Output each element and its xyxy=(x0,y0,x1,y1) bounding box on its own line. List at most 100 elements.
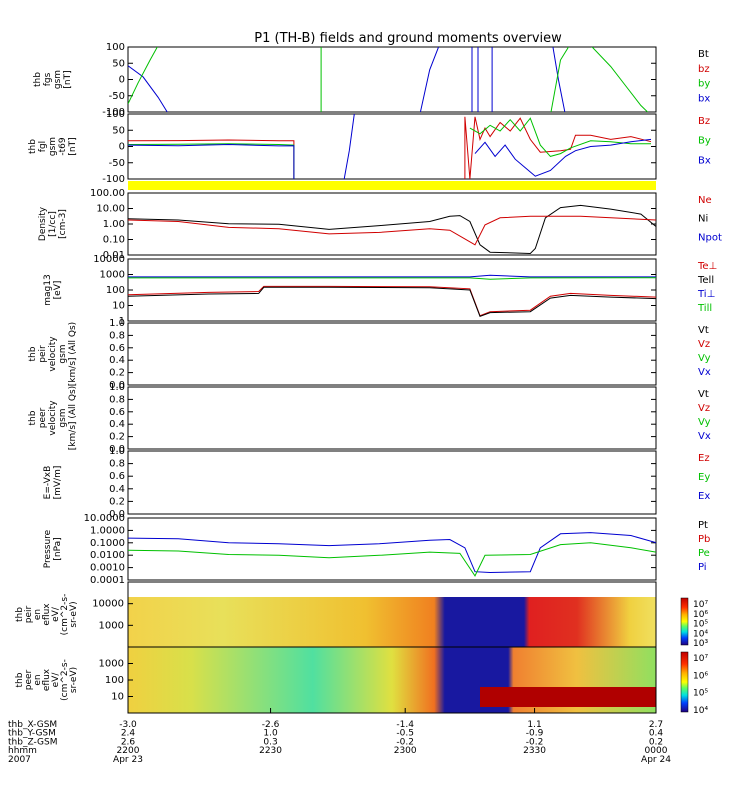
legend-entry: Pb xyxy=(698,534,710,545)
y-axis-label: thb xyxy=(28,410,38,425)
y-tick-label: 0 xyxy=(119,75,125,86)
y-tick-label: 0.0 xyxy=(109,444,125,455)
legend-entry: Ez xyxy=(698,453,710,464)
colorbar-label: 10⁶ xyxy=(693,610,708,620)
y-axis-label: eV/ xyxy=(51,672,61,688)
series-Pe xyxy=(128,542,656,577)
series-Tell xyxy=(128,286,656,317)
series-bx xyxy=(552,47,566,112)
y-tick-label: 0.01 xyxy=(103,250,125,261)
colorbar-label: 10⁵ xyxy=(693,620,708,630)
x-tick-label: 2330 xyxy=(523,746,546,756)
y-tick-label: 0.6 xyxy=(109,471,125,482)
colorbar xyxy=(680,597,689,646)
y-axis-label: thb xyxy=(15,672,25,687)
panel-frame xyxy=(127,517,657,581)
y-axis-label: peir xyxy=(38,345,48,363)
x-tick-label: 2.7 xyxy=(649,720,663,730)
colorbar-label: 10⁴ xyxy=(693,629,708,639)
legend-entry: Vz xyxy=(698,403,710,414)
y-tick-label: 50 xyxy=(112,58,125,69)
legend-entry: Ti⊥ xyxy=(697,289,715,300)
x-tick-label: -0.9 xyxy=(526,729,544,739)
y-tick-label: 100 xyxy=(106,109,125,120)
y-tick-label: 1 xyxy=(119,316,125,327)
series-Bx xyxy=(128,143,295,179)
series-bx xyxy=(128,65,168,112)
panel-fgl: 100 50 0 -50 -100 thb fgl gsm -t69 [nT] Bz By Bx xyxy=(28,109,711,185)
y-axis-label: E=-VxB xyxy=(43,466,53,500)
y-axis-label: [km/s] (All Qs) xyxy=(68,386,78,450)
panel-peir_spec: 10000 1000 thb peir en eflux eV/(cm^2-s-sr-eV) xyxy=(15,581,657,648)
panel-frame xyxy=(127,113,657,180)
y-axis-label: eflux xyxy=(42,668,52,691)
y-tick-label: 10.0000 xyxy=(84,513,125,524)
series-Ne xyxy=(128,215,656,246)
y-axis-label: (cm^2-s- xyxy=(60,594,70,636)
legend-entry: Bt xyxy=(698,49,709,60)
legend-entry: Te⊥ xyxy=(697,261,717,272)
y-tick-label: 1.0 xyxy=(109,318,125,329)
y-axis-label: Density xyxy=(38,206,48,241)
y-tick-label: 0.0100 xyxy=(90,550,125,561)
series-Pi xyxy=(128,532,656,574)
panel-mag: 10000 1000 100 10 1 mag13 [eV] Te⊥ Tell Ti⊥ Till xyxy=(43,254,717,327)
y-axis-label: Pressure xyxy=(43,529,53,568)
series-Bz xyxy=(464,116,652,179)
panel-fgs: 100 50 0 -50 -100 thb fgs gsm [nT] Bt bz by bx xyxy=(33,42,710,118)
legend-entry: By xyxy=(698,136,711,147)
y-tick-label: 10.00 xyxy=(96,204,125,215)
x-tick-label: 2.4 xyxy=(121,729,136,739)
y-tick-label: 0.0001 xyxy=(90,575,125,586)
y-axis-label: [cm-3] xyxy=(58,209,68,239)
series-Bx xyxy=(474,138,652,177)
spectrogram-band xyxy=(480,687,656,707)
legend-entry: Ex xyxy=(698,491,710,502)
y-axis-label: eflux xyxy=(42,603,52,626)
colorbar-label: 10⁵ xyxy=(693,689,708,699)
legend-entry: by xyxy=(698,79,710,90)
y-tick-label: 1000 xyxy=(99,620,124,631)
y-tick-label: 1000 xyxy=(100,270,125,281)
y-tick-label: -100 xyxy=(102,107,125,118)
series-Ti⊥ xyxy=(128,274,656,278)
y-axis-label: velocity xyxy=(48,400,58,436)
y-tick-label: 10000 xyxy=(92,599,124,610)
y-tick-label: 0 xyxy=(119,142,125,153)
y-axis-label: (cm^2-s- xyxy=(60,659,70,701)
x-tick-label: 2200 xyxy=(117,746,140,756)
y-axis-label: [nPa] xyxy=(53,537,63,560)
y-tick-label: 1.0000 xyxy=(90,525,125,536)
y-axis-label: thb xyxy=(33,72,43,87)
y-tick-label: 10 xyxy=(111,692,124,703)
y-axis-label: thb xyxy=(28,346,38,361)
legend-entry: Pt xyxy=(698,520,708,531)
legend-entry: Vt xyxy=(698,389,709,400)
y-axis-label: [1/cc] xyxy=(48,211,58,237)
legend-entry: Vy xyxy=(698,353,711,364)
y-tick-label: 50 xyxy=(112,125,125,136)
x-tick-label: 0000 xyxy=(645,746,668,756)
x-tick-label: 2300 xyxy=(394,746,417,756)
x-tick-label: -0.2 xyxy=(396,737,414,747)
y-axis-label: fgl xyxy=(38,141,48,152)
y-axis-label: fgs xyxy=(43,72,53,86)
legend-entry: bx xyxy=(698,93,710,104)
x-row-label: 2007 xyxy=(8,755,31,765)
x-row-label: thb_Y-GSM xyxy=(8,729,56,739)
x-tick-label: -1.4 xyxy=(396,720,414,730)
colorbar xyxy=(680,651,689,713)
y-tick-label: -50 xyxy=(109,158,125,169)
legend-entry: Bz xyxy=(698,116,710,127)
legend-entry: Tell xyxy=(697,275,714,286)
y-tick-label: 0.4 xyxy=(109,419,125,430)
x-tick-label: 0.4 xyxy=(649,729,664,739)
x-tick-label: -0.2 xyxy=(526,737,544,747)
x-tick-label: -0.5 xyxy=(396,729,414,739)
y-axis-label: [eV] xyxy=(53,281,63,300)
x-tick-label: 0.3 xyxy=(263,737,277,747)
y-axis-label: -t69 xyxy=(58,137,68,156)
